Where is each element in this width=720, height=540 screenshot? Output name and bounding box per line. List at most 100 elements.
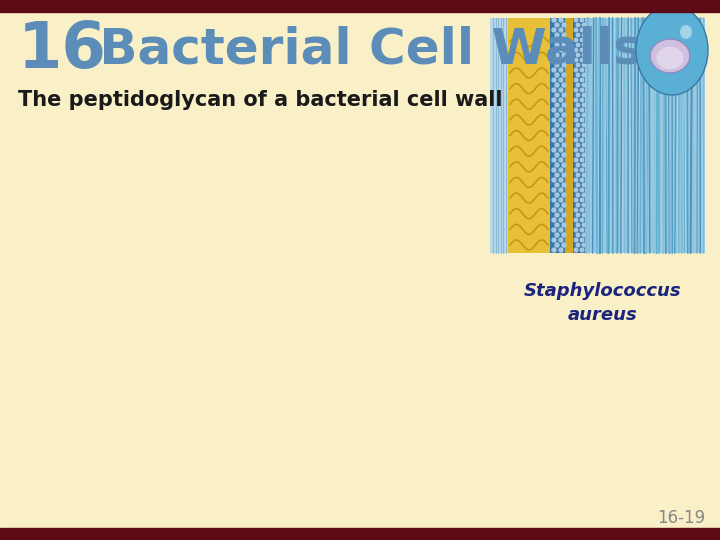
Circle shape <box>580 108 584 112</box>
Circle shape <box>575 168 577 172</box>
Circle shape <box>552 158 556 162</box>
Circle shape <box>552 18 556 22</box>
Bar <box>490 18 705 253</box>
Circle shape <box>576 133 580 137</box>
Circle shape <box>562 63 566 67</box>
Circle shape <box>576 73 580 77</box>
Circle shape <box>580 68 584 72</box>
Circle shape <box>562 163 566 167</box>
Circle shape <box>552 98 556 102</box>
Circle shape <box>559 48 563 52</box>
Circle shape <box>575 118 577 122</box>
Circle shape <box>552 48 556 52</box>
Circle shape <box>559 18 563 22</box>
Circle shape <box>582 73 586 77</box>
Circle shape <box>582 213 586 217</box>
Circle shape <box>580 158 584 162</box>
Circle shape <box>555 183 559 187</box>
Circle shape <box>552 118 556 122</box>
Circle shape <box>580 148 584 152</box>
Circle shape <box>555 133 559 137</box>
Circle shape <box>582 23 586 27</box>
Circle shape <box>575 48 577 52</box>
Circle shape <box>559 218 563 222</box>
Ellipse shape <box>657 47 683 69</box>
Circle shape <box>576 193 580 197</box>
Bar <box>490 18 508 253</box>
Circle shape <box>580 218 584 222</box>
Circle shape <box>576 63 580 67</box>
Circle shape <box>582 103 586 107</box>
Circle shape <box>562 103 566 107</box>
Circle shape <box>582 153 586 157</box>
Circle shape <box>562 213 566 217</box>
Circle shape <box>552 238 556 242</box>
Circle shape <box>562 83 566 87</box>
Circle shape <box>555 23 559 27</box>
Circle shape <box>555 223 559 227</box>
Circle shape <box>555 113 559 117</box>
Circle shape <box>576 243 580 247</box>
Circle shape <box>552 128 556 132</box>
Text: 16: 16 <box>18 19 107 81</box>
Circle shape <box>562 203 566 207</box>
Circle shape <box>575 178 577 182</box>
Circle shape <box>555 53 559 57</box>
Circle shape <box>559 78 563 82</box>
Circle shape <box>555 103 559 107</box>
Circle shape <box>582 63 586 67</box>
Circle shape <box>552 228 556 232</box>
Circle shape <box>580 238 584 242</box>
Circle shape <box>559 228 563 232</box>
Circle shape <box>552 198 556 202</box>
Circle shape <box>562 33 566 37</box>
Circle shape <box>575 58 577 62</box>
Circle shape <box>576 203 580 207</box>
Circle shape <box>580 58 584 62</box>
Circle shape <box>552 178 556 182</box>
Circle shape <box>582 53 586 57</box>
Circle shape <box>559 68 563 72</box>
Circle shape <box>575 68 577 72</box>
Circle shape <box>562 23 566 27</box>
Ellipse shape <box>650 39 690 73</box>
Circle shape <box>552 138 556 142</box>
Circle shape <box>552 78 556 82</box>
Circle shape <box>562 93 566 97</box>
Circle shape <box>580 128 584 132</box>
Text: Staphylococcus: Staphylococcus <box>523 282 681 300</box>
Circle shape <box>562 173 566 177</box>
Circle shape <box>562 123 566 127</box>
Circle shape <box>562 113 566 117</box>
Circle shape <box>575 28 577 32</box>
Circle shape <box>562 133 566 137</box>
Circle shape <box>580 138 584 142</box>
Circle shape <box>582 203 586 207</box>
Circle shape <box>576 103 580 107</box>
Circle shape <box>555 73 559 77</box>
Circle shape <box>559 98 563 102</box>
Circle shape <box>555 63 559 67</box>
Circle shape <box>555 233 559 237</box>
Circle shape <box>580 98 584 102</box>
Bar <box>0 0 720 12</box>
Circle shape <box>575 18 577 22</box>
Circle shape <box>582 133 586 137</box>
Text: 16-19: 16-19 <box>657 509 705 527</box>
Circle shape <box>555 153 559 157</box>
Circle shape <box>575 188 577 192</box>
Circle shape <box>575 238 577 242</box>
Circle shape <box>576 33 580 37</box>
Circle shape <box>559 208 563 212</box>
Circle shape <box>580 18 584 22</box>
Circle shape <box>562 183 566 187</box>
Circle shape <box>580 118 584 122</box>
Circle shape <box>582 83 586 87</box>
Circle shape <box>559 138 563 142</box>
Circle shape <box>555 143 559 147</box>
Circle shape <box>576 43 580 47</box>
Circle shape <box>552 108 556 112</box>
Circle shape <box>582 223 586 227</box>
Circle shape <box>582 183 586 187</box>
Circle shape <box>555 93 559 97</box>
